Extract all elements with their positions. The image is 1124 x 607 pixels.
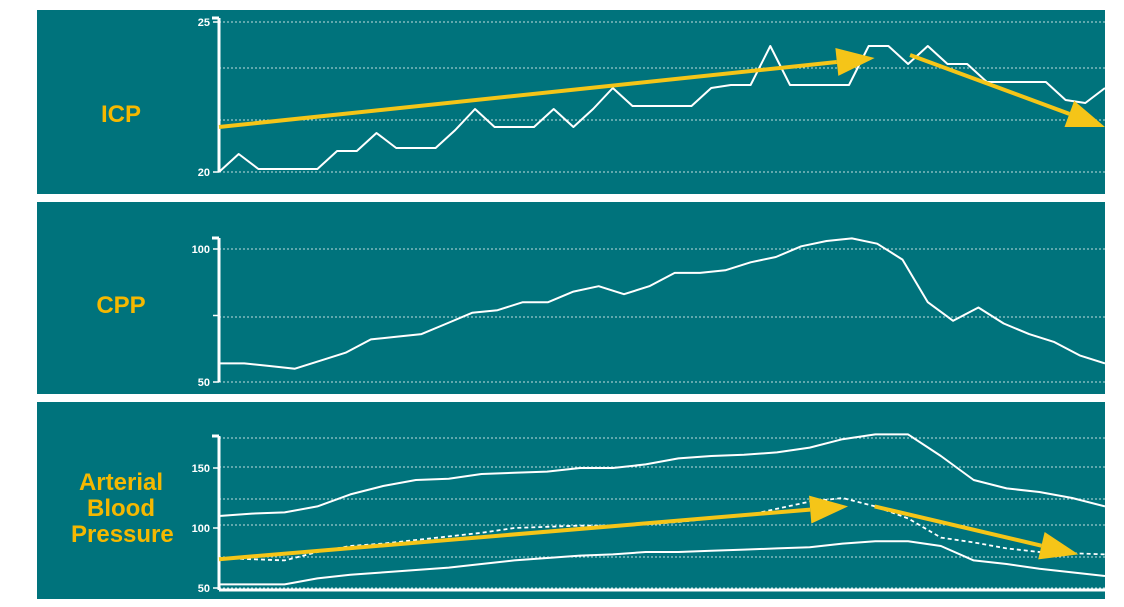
series-line: [219, 237, 1105, 370]
series-line: [218, 45, 1105, 173]
y-tick-label: 20: [198, 167, 210, 179]
y-tick-label: 100: [192, 244, 210, 256]
series-line: [219, 540, 1105, 586]
trend-arrow-shaft: [218, 59, 838, 129]
trend-arrow-shaft: [874, 504, 1042, 548]
trend-arrow-shaft: [218, 507, 811, 562]
trend-arrow-head: [1064, 100, 1105, 127]
y-tick-label: 50: [198, 583, 210, 595]
y-tick-label: 25: [198, 17, 210, 29]
icp-label: ICP: [100, 101, 141, 128]
cpp-panel: CPP 100 50: [37, 202, 1105, 394]
cpp-chart: 100 50: [192, 236, 1105, 389]
icp-chart: 25 20: [198, 16, 1105, 179]
abp-label: Arterial Blood Pressure: [37, 470, 205, 548]
trend-arrow-shaft: [909, 53, 1071, 116]
y-tick-label: 150: [192, 463, 210, 475]
abp-panel: Arterial Blood Pressure 150 100 50: [37, 402, 1105, 599]
abp-chart: 150 100 50: [192, 433, 1105, 595]
cpp-label: CPP: [96, 292, 146, 319]
y-tick-label: 50: [198, 377, 210, 389]
trend-arrow-head: [835, 48, 875, 76]
icp-panel: ICP 25 20: [37, 10, 1105, 194]
abp-label-text: Arterial Blood Pressure: [71, 469, 174, 548]
series-line: [218, 433, 1105, 517]
y-tick-label: 100: [192, 523, 210, 535]
trend-arrow-head: [809, 495, 849, 524]
trend-arrow-head: [1038, 532, 1079, 560]
